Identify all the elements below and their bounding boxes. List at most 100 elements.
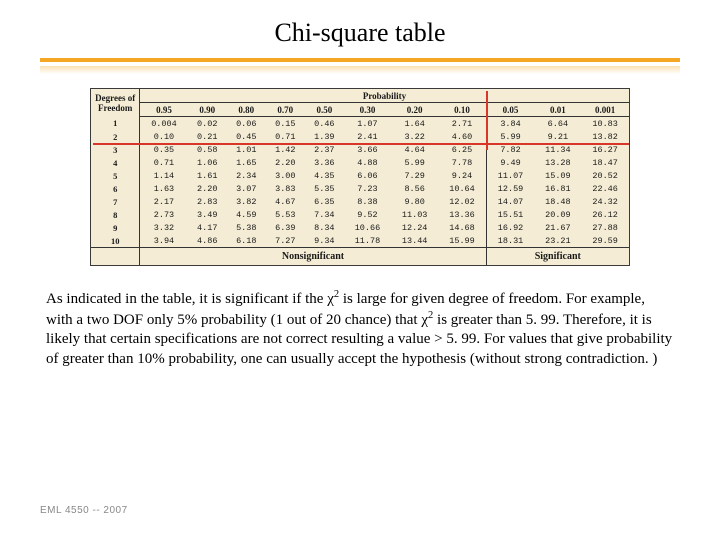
value-cell: 12.24 bbox=[391, 221, 438, 234]
value-cell: 1.64 bbox=[391, 117, 438, 131]
value-cell: 0.58 bbox=[188, 143, 227, 156]
value-cell: 2.20 bbox=[188, 182, 227, 195]
dof-cell: 8 bbox=[91, 208, 140, 221]
value-cell: 4.67 bbox=[266, 195, 305, 208]
value-cell: 0.06 bbox=[227, 117, 266, 131]
significant-label: Significant bbox=[486, 248, 629, 266]
dof-cell: 1 bbox=[91, 117, 140, 131]
p-header-cell: 0.05 bbox=[486, 103, 534, 117]
value-cell: 18.48 bbox=[534, 195, 581, 208]
value-cell: 3.32 bbox=[140, 221, 188, 234]
value-cell: 6.64 bbox=[534, 117, 581, 131]
value-cell: 6.39 bbox=[266, 221, 305, 234]
chi-square-table: Degrees of Freedom Probability 0.950.900… bbox=[91, 89, 629, 265]
probability-headers-row: 0.950.900.800.700.500.300.200.100.050.01… bbox=[91, 103, 629, 117]
value-cell: 2.37 bbox=[305, 143, 344, 156]
value-cell: 1.14 bbox=[140, 169, 188, 182]
value-cell: 0.35 bbox=[140, 143, 188, 156]
table-row: 30.350.581.011.422.373.664.646.257.8211.… bbox=[91, 143, 629, 156]
value-cell: 8.56 bbox=[391, 182, 438, 195]
value-cell: 0.004 bbox=[140, 117, 188, 131]
value-cell: 10.64 bbox=[438, 182, 486, 195]
p-header-cell: 0.95 bbox=[140, 103, 188, 117]
value-cell: 14.07 bbox=[486, 195, 534, 208]
value-cell: 6.25 bbox=[438, 143, 486, 156]
value-cell: 0.10 bbox=[140, 130, 188, 143]
value-cell: 1.65 bbox=[227, 156, 266, 169]
value-cell: 24.32 bbox=[581, 195, 628, 208]
value-cell: 3.84 bbox=[486, 117, 534, 131]
value-cell: 26.12 bbox=[581, 208, 628, 221]
value-cell: 4.35 bbox=[305, 169, 344, 182]
value-cell: 12.59 bbox=[486, 182, 534, 195]
value-cell: 2.20 bbox=[266, 156, 305, 169]
title-rule bbox=[40, 58, 680, 62]
dof-cell: 7 bbox=[91, 195, 140, 208]
value-cell: 4.64 bbox=[391, 143, 438, 156]
value-cell: 0.45 bbox=[227, 130, 266, 143]
body-paragraph: As indicated in the table, it is signifi… bbox=[40, 288, 680, 369]
dof-cell: 2 bbox=[91, 130, 140, 143]
value-cell: 7.29 bbox=[391, 169, 438, 182]
value-cell: 16.27 bbox=[581, 143, 628, 156]
value-cell: 9.24 bbox=[438, 169, 486, 182]
value-cell: 11.78 bbox=[344, 234, 391, 248]
value-cell: 9.21 bbox=[534, 130, 581, 143]
table-row: 20.100.210.450.711.392.413.224.605.999.2… bbox=[91, 130, 629, 143]
value-cell: 5.99 bbox=[486, 130, 534, 143]
value-cell: 1.06 bbox=[188, 156, 227, 169]
table-row: 61.632.203.073.835.357.238.5610.6412.591… bbox=[91, 182, 629, 195]
value-cell: 3.22 bbox=[391, 130, 438, 143]
para-pre1: As indicated in the table, it is signifi… bbox=[46, 291, 327, 307]
value-cell: 0.46 bbox=[305, 117, 344, 131]
value-cell: 2.71 bbox=[438, 117, 486, 131]
p-header-cell: 0.20 bbox=[391, 103, 438, 117]
p-header-cell: 0.01 bbox=[534, 103, 581, 117]
value-cell: 7.82 bbox=[486, 143, 534, 156]
value-cell: 3.36 bbox=[305, 156, 344, 169]
value-cell: 9.49 bbox=[486, 156, 534, 169]
value-cell: 23.21 bbox=[534, 234, 581, 248]
dof-cell: 3 bbox=[91, 143, 140, 156]
value-cell: 7.34 bbox=[305, 208, 344, 221]
value-cell: 11.03 bbox=[391, 208, 438, 221]
value-cell: 3.00 bbox=[266, 169, 305, 182]
empty-cell bbox=[91, 248, 140, 266]
value-cell: 5.35 bbox=[305, 182, 344, 195]
value-cell: 9.34 bbox=[305, 234, 344, 248]
value-cell: 15.51 bbox=[486, 208, 534, 221]
value-cell: 10.83 bbox=[581, 117, 628, 131]
value-cell: 0.21 bbox=[188, 130, 227, 143]
table-row: 103.944.866.187.279.3411.7813.4415.9918.… bbox=[91, 234, 629, 248]
table-row: 40.711.061.652.203.364.885.997.789.4913.… bbox=[91, 156, 629, 169]
value-cell: 2.34 bbox=[227, 169, 266, 182]
value-cell: 0.71 bbox=[140, 156, 188, 169]
para-chi: χ bbox=[327, 291, 334, 307]
value-cell: 1.42 bbox=[266, 143, 305, 156]
table-row: 51.141.612.343.004.356.067.299.2411.0715… bbox=[91, 169, 629, 182]
value-cell: 13.82 bbox=[581, 130, 628, 143]
value-cell: 15.99 bbox=[438, 234, 486, 248]
nonsignificant-label: Nonsignificant bbox=[140, 248, 487, 266]
value-cell: 6.35 bbox=[305, 195, 344, 208]
value-cell: 8.38 bbox=[344, 195, 391, 208]
value-cell: 29.59 bbox=[581, 234, 628, 248]
dof-header: Degrees of Freedom bbox=[91, 89, 140, 117]
value-cell: 21.67 bbox=[534, 221, 581, 234]
value-cell: 2.73 bbox=[140, 208, 188, 221]
value-cell: 16.81 bbox=[534, 182, 581, 195]
value-cell: 11.34 bbox=[534, 143, 581, 156]
value-cell: 4.86 bbox=[188, 234, 227, 248]
value-cell: 4.60 bbox=[438, 130, 486, 143]
p-header-cell: 0.50 bbox=[305, 103, 344, 117]
value-cell: 3.83 bbox=[266, 182, 305, 195]
table-row: 72.172.833.824.676.358.389.8012.0214.071… bbox=[91, 195, 629, 208]
value-cell: 3.07 bbox=[227, 182, 266, 195]
value-cell: 6.18 bbox=[227, 234, 266, 248]
value-cell: 12.02 bbox=[438, 195, 486, 208]
value-cell: 8.34 bbox=[305, 221, 344, 234]
value-cell: 3.82 bbox=[227, 195, 266, 208]
value-cell: 3.94 bbox=[140, 234, 188, 248]
value-cell: 1.01 bbox=[227, 143, 266, 156]
value-cell: 1.61 bbox=[188, 169, 227, 182]
